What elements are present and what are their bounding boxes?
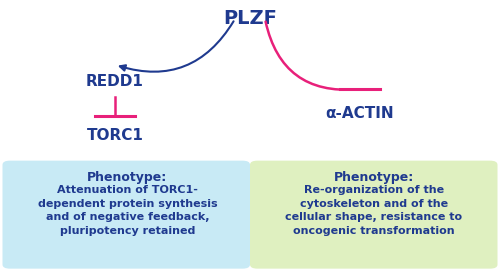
FancyBboxPatch shape	[2, 161, 250, 269]
FancyArrowPatch shape	[120, 21, 234, 72]
Text: TORC1: TORC1	[86, 127, 144, 143]
Text: Phenotype:: Phenotype:	[334, 171, 414, 184]
FancyArrowPatch shape	[266, 22, 357, 90]
Text: α-ACTIN: α-ACTIN	[326, 106, 394, 121]
Text: Re-organization of the
cytoskeleton and of the
cellular shape, resistance to
onc: Re-organization of the cytoskeleton and …	[286, 185, 463, 236]
Text: PLZF: PLZF	[223, 9, 277, 28]
Text: REDD1: REDD1	[86, 73, 144, 89]
Text: Attenuation of TORC1-
dependent protein synthesis
and of negative feedback,
plur: Attenuation of TORC1- dependent protein …	[38, 185, 218, 236]
Text: Phenotype:: Phenotype:	[88, 171, 168, 184]
FancyBboxPatch shape	[250, 161, 498, 269]
